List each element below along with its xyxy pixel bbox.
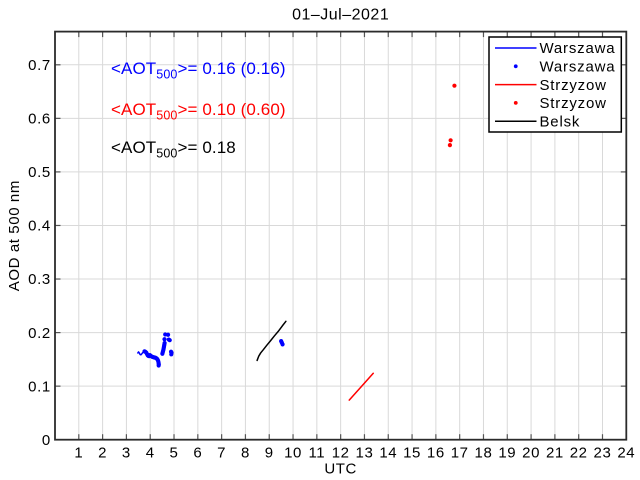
x-tick-label: 3 — [122, 445, 131, 462]
series-point-strzyzow — [452, 83, 457, 88]
y-tick-label: 0.5 — [28, 164, 51, 181]
legend-label-warszawa: Warszawa — [540, 59, 616, 76]
series-point-warszawa — [156, 363, 161, 368]
mean-aot-annotations: <AOT500>= 0.16 (0.16) <AOT500>= 0.10 (0.… — [111, 59, 286, 161]
annotation-warszawa-mean: <AOT500>= 0.16 (0.16) — [111, 59, 286, 82]
legend-label-belsk: Belsk — [540, 113, 581, 130]
y-tick-labels: 0 0.1 0.2 0.3 0.4 0.5 0.6 0.7 — [28, 57, 51, 449]
annotation-subscript: 500 — [156, 68, 177, 82]
annotation-strzyzow-mean: <AOT500>= 0.10 (0.60) — [111, 100, 286, 123]
legend-label-warszawa: Warszawa — [540, 40, 616, 57]
x-tick-label: 10 — [284, 445, 302, 462]
x-tick-label: 21 — [546, 445, 564, 462]
x-axis-label: UTC — [324, 461, 357, 478]
annotation-value: >= 0.18 — [177, 138, 235, 157]
legend-sample-dot-strzyzow — [513, 101, 518, 105]
x-tick-label: 13 — [356, 445, 374, 462]
x-tick-label: 2 — [98, 445, 107, 462]
x-tick-label: 9 — [265, 445, 274, 462]
legend-label-strzyzow: Strzyzow — [540, 95, 607, 112]
x-tick-label: 18 — [475, 445, 493, 462]
y-tick-label: 0 — [42, 432, 51, 449]
x-tick-label: 14 — [379, 445, 397, 462]
series-line-warszawa — [137, 350, 145, 356]
series-line-belsk — [256, 320, 287, 362]
series-point-strzyzow — [448, 138, 453, 143]
annotation-prefix: <AOT — [111, 59, 156, 78]
x-tick-label: 1 — [74, 445, 83, 462]
x-tick-label: 4 — [146, 445, 155, 462]
chart-title: 01–Jul–2021 — [292, 7, 389, 24]
series-point-warszawa — [167, 338, 172, 343]
x-tick-label: 6 — [193, 445, 202, 462]
annotation-value: >= 0.10 (0.60) — [177, 100, 285, 119]
annotation-prefix: <AOT — [111, 100, 156, 119]
annotation-belsk-mean: <AOT500>= 0.18 — [111, 138, 236, 161]
x-tick-label: 5 — [170, 445, 179, 462]
x-tick-label: 20 — [522, 445, 540, 462]
annotation-prefix: <AOT — [111, 138, 156, 157]
annotation-subscript: 500 — [156, 147, 177, 161]
y-axis-label: AOD at 500 nm — [6, 180, 23, 291]
x-tick-label: 23 — [594, 445, 612, 462]
x-tick-label: 15 — [403, 445, 421, 462]
series-point-warszawa — [165, 332, 171, 337]
series-point-warszawa — [162, 340, 167, 346]
series-point-warszawa — [169, 352, 174, 357]
y-tick-label: 0.1 — [28, 378, 51, 395]
legend-sample-dot-warszawa — [513, 64, 518, 69]
x-tick-label: 24 — [617, 445, 635, 462]
x-tick-label: 16 — [427, 445, 445, 462]
x-tick-label: 11 — [308, 445, 325, 462]
series-point-warszawa — [280, 342, 285, 347]
x-tick-label: 12 — [332, 445, 350, 462]
x-tick-label: 22 — [570, 445, 588, 462]
legend-label-strzyzow: Strzyzow — [540, 77, 607, 94]
y-tick-label: 0.6 — [28, 111, 51, 128]
plot-border-box — [54, 30, 628, 441]
series-point-warszawa — [162, 337, 167, 342]
y-tick-label: 0.3 — [28, 271, 51, 288]
x-tick-label: 8 — [241, 445, 250, 462]
data-series — [137, 83, 457, 401]
x-tick-label: 17 — [451, 445, 469, 462]
y-tick-label: 0.4 — [28, 218, 51, 235]
annotation-subscript: 500 — [156, 109, 177, 123]
y-tick-label: 0.2 — [28, 325, 51, 342]
y-tick-label: 0.7 — [28, 57, 51, 74]
x-tick-labels: 1 2 3 4 5 6 7 8 9 10 11 12 13 14 15 16 17 18 19 20 21 22 23 24 — [74, 445, 635, 462]
series-line-strzyzow — [348, 372, 375, 401]
annotation-value: >= 0.16 (0.16) — [177, 59, 285, 78]
x-tick-label: 7 — [217, 445, 226, 462]
series-point-strzyzow — [447, 143, 453, 148]
grid-lines — [55, 31, 627, 440]
x-tick-label: 19 — [498, 445, 516, 462]
